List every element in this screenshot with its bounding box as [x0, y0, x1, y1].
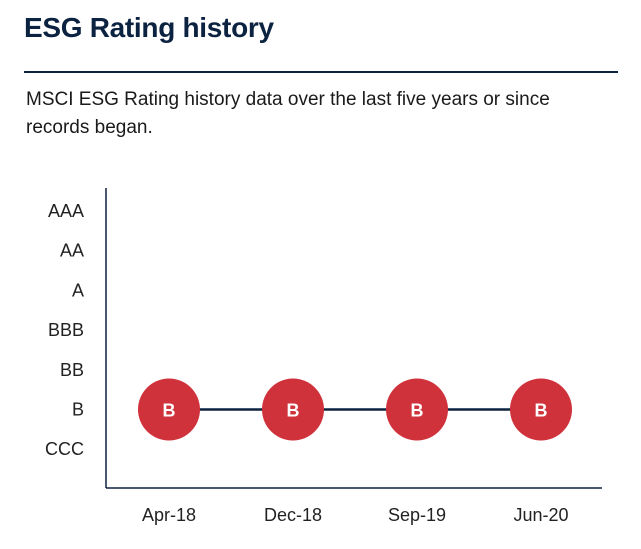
- title-divider: [24, 71, 618, 73]
- y-tick-label: BB: [60, 360, 84, 380]
- data-point-marker: [138, 378, 200, 441]
- y-tick-label: BBB: [48, 320, 84, 340]
- chart-axes: [105, 188, 602, 489]
- data-point-label: B: [287, 401, 300, 421]
- data-point-label: B: [535, 401, 548, 421]
- x-tick-label: Jun-20: [513, 505, 568, 525]
- data-point-label: B: [411, 401, 424, 421]
- data-point: B: [510, 378, 572, 441]
- y-tick-label: B: [72, 400, 84, 420]
- data-point-marker: [262, 378, 324, 441]
- x-tick-label: Sep-19: [388, 505, 446, 525]
- data-point-marker: [386, 378, 448, 441]
- data-point: B: [262, 378, 324, 441]
- data-point: B: [386, 378, 448, 441]
- data-point: B: [138, 378, 200, 441]
- y-tick-label: A: [72, 280, 84, 300]
- x-tick-label: Apr-18: [142, 505, 196, 525]
- y-tick-label: AA: [60, 241, 84, 261]
- page-title: ESG Rating history: [24, 12, 274, 43]
- x-axis-ticks: Apr-18 Dec-18 Sep-19 Jun-20: [142, 505, 569, 525]
- x-tick-label: Dec-18: [264, 505, 322, 525]
- y-tick-label: AAA: [48, 201, 84, 221]
- data-point-label: B: [163, 401, 176, 421]
- y-tick-label: CCC: [45, 439, 84, 459]
- page-subtitle: MSCI ESG Rating history data over the la…: [26, 89, 550, 138]
- data-point-marker: [510, 378, 572, 441]
